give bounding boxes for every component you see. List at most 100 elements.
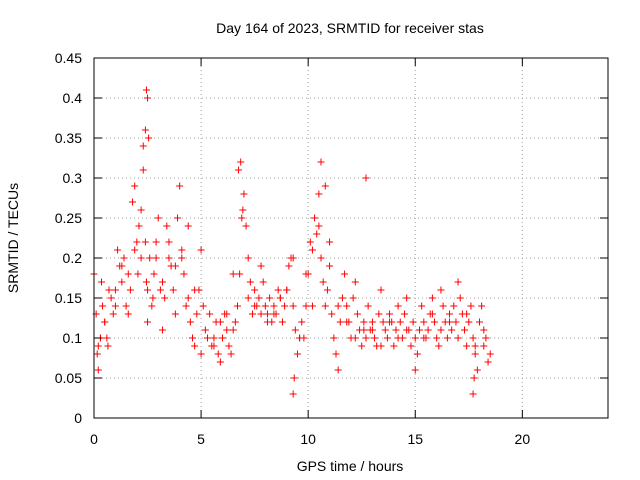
data-point — [261, 302, 269, 310]
data-point — [371, 334, 379, 342]
data-point — [191, 286, 199, 294]
data-point — [351, 334, 359, 342]
data-point — [480, 342, 488, 350]
data-point — [450, 302, 458, 310]
data-point — [197, 350, 205, 358]
data-point — [289, 302, 297, 310]
data-point — [390, 342, 398, 350]
data-point — [315, 222, 323, 230]
data-point — [486, 350, 494, 358]
data-point — [338, 294, 346, 302]
data-point — [223, 310, 231, 318]
data-point — [236, 270, 244, 278]
data-point — [184, 294, 192, 302]
data-point — [225, 342, 233, 350]
data-point — [142, 278, 150, 286]
data-point — [420, 334, 428, 342]
data-point — [321, 302, 329, 310]
data-point — [296, 334, 304, 342]
data-point — [478, 302, 486, 310]
data-point — [266, 294, 274, 302]
data-point — [411, 366, 419, 374]
data-point — [251, 286, 259, 294]
data-point — [124, 310, 132, 318]
y-tick-label: 0.25 — [55, 210, 82, 226]
x-tick-label: 10 — [300, 431, 316, 447]
y-tick-label: 0.05 — [55, 370, 82, 386]
data-point — [199, 302, 207, 310]
data-point — [313, 230, 321, 238]
data-point — [176, 182, 184, 190]
data-point — [308, 302, 316, 310]
data-point — [161, 294, 169, 302]
data-point — [413, 350, 421, 358]
x-axis-ticks: 0 5 10 15 20 — [90, 58, 530, 447]
x-tick-label: 0 — [90, 431, 98, 447]
data-point — [101, 318, 109, 326]
data-point — [120, 254, 128, 262]
data-point — [317, 254, 325, 262]
data-point — [229, 326, 237, 334]
data-point — [401, 310, 409, 318]
data-point — [326, 262, 334, 270]
data-point — [409, 318, 417, 326]
data-point — [463, 342, 471, 350]
data-point — [131, 182, 139, 190]
data-point — [191, 342, 199, 350]
data-point — [150, 270, 158, 278]
data-point — [428, 294, 436, 302]
data-point — [131, 246, 139, 254]
data-point — [114, 246, 122, 254]
data-point — [351, 278, 359, 286]
y-tick-label: 0.35 — [55, 130, 82, 146]
data-point — [251, 302, 259, 310]
data-point — [118, 278, 126, 286]
data-point — [118, 262, 126, 270]
data-point — [341, 270, 349, 278]
data-point — [469, 334, 477, 342]
plot-frame — [93, 57, 609, 419]
data-point — [201, 326, 209, 334]
data-point — [144, 94, 152, 102]
data-point — [343, 318, 351, 326]
data-point — [169, 286, 177, 294]
data-point — [379, 318, 387, 326]
data-point — [159, 326, 167, 334]
data-point — [420, 318, 428, 326]
data-point — [240, 190, 248, 198]
data-point — [263, 318, 271, 326]
data-point — [193, 310, 201, 318]
data-point — [244, 254, 252, 262]
data-point — [471, 350, 479, 358]
data-point — [146, 254, 154, 262]
x-tick-label: 5 — [197, 431, 205, 447]
data-point — [289, 390, 297, 398]
data-point — [274, 286, 282, 294]
data-point — [144, 318, 152, 326]
data-point — [428, 310, 436, 318]
data-point — [159, 278, 167, 286]
data-point — [186, 318, 194, 326]
data-point — [452, 318, 460, 326]
data-point — [178, 254, 186, 262]
data-point — [235, 166, 243, 174]
data-point — [182, 302, 190, 310]
data-point — [141, 126, 149, 134]
data-point — [237, 158, 245, 166]
data-point — [139, 142, 147, 150]
data-point — [437, 286, 445, 294]
data-point — [270, 302, 278, 310]
data-point — [259, 278, 267, 286]
data-point — [145, 134, 153, 142]
data-point — [446, 310, 454, 318]
data-point — [163, 222, 171, 230]
data-point — [137, 206, 145, 214]
data-point — [403, 326, 411, 334]
data-point — [148, 302, 156, 310]
data-point — [362, 174, 370, 182]
data-point — [302, 270, 310, 278]
data-point — [476, 318, 483, 326]
data-point — [394, 334, 402, 342]
y-tick-label: 0 — [74, 410, 82, 426]
data-point — [332, 350, 340, 358]
